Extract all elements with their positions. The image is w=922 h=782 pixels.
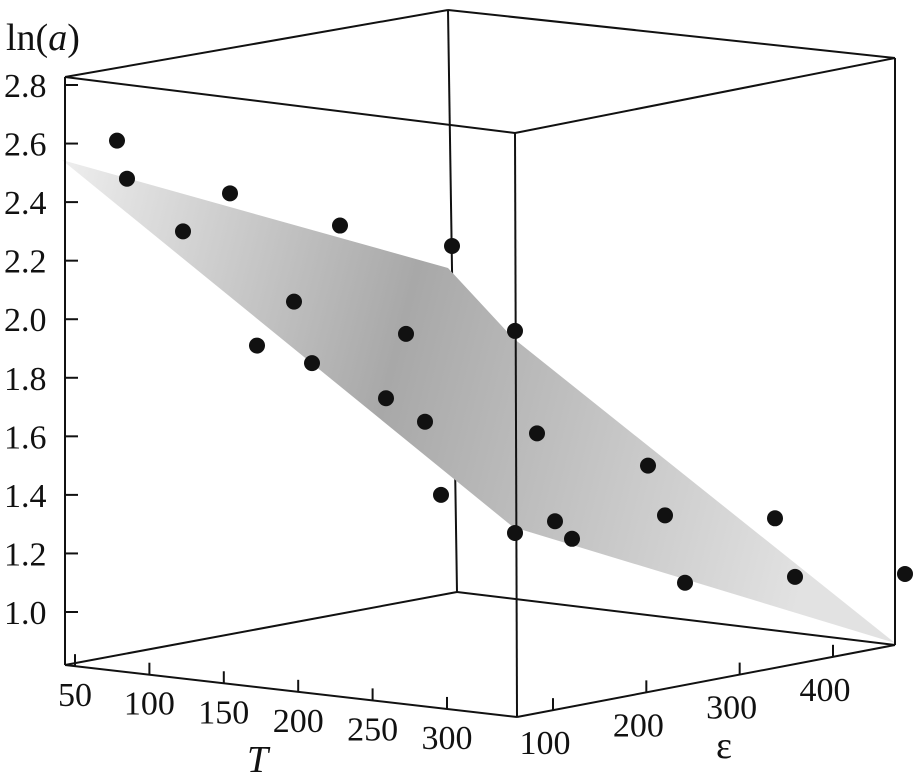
data-point-0 [109, 132, 125, 149]
y-tick-label-3: 400 [800, 672, 851, 709]
data-point-7 [332, 217, 348, 234]
z-axis-title: ln(a) [6, 17, 80, 59]
z-tick-label-3: 1.6 [4, 419, 47, 456]
x-tick-label-1: 100 [124, 686, 175, 723]
data-point-3 [222, 185, 238, 202]
z-tick-label-4: 1.8 [4, 361, 47, 398]
z-tick-label-9: 2.8 [4, 68, 47, 105]
box-edge-top-left [64, 9, 449, 78]
x-axis-title: T [247, 739, 271, 781]
z-tick-label-2: 1.4 [4, 478, 47, 515]
data-point-2 [175, 223, 191, 240]
data-point-18 [640, 457, 656, 474]
box-edge-back-bottom-left [64, 591, 458, 666]
x-tick-label-3: 200 [273, 703, 324, 740]
data-point-16 [547, 513, 563, 530]
data-point-12 [444, 238, 460, 255]
box-edge-back-bottom-right [456, 591, 896, 646]
data-point-11 [433, 486, 449, 503]
data-point-22 [787, 568, 803, 585]
axis-ticks [65, 84, 834, 711]
data-points [109, 132, 913, 591]
z-tick-label-7: 2.4 [4, 185, 47, 222]
z-tick-label-1: 1.2 [4, 536, 47, 573]
regression-surface [62, 160, 895, 643]
data-point-21 [767, 510, 783, 527]
y-axis-title: ε [716, 725, 732, 767]
box-edge-bottom-front-right [516, 644, 896, 718]
box-front-edges [64, 9, 896, 718]
data-point-20 [677, 574, 693, 591]
x-tick-label-5: 300 [422, 720, 473, 757]
data-point-23 [897, 565, 913, 582]
box-edge-bottom-front-left [64, 664, 518, 718]
data-point-19 [657, 507, 673, 524]
data-point-13 [507, 322, 523, 339]
y-tick-label-0: 100 [520, 725, 571, 762]
data-point-17 [564, 530, 580, 547]
box-edge-top-right [447, 9, 896, 59]
z-tick-label-0: 1.0 [4, 595, 47, 632]
data-point-8 [378, 390, 394, 407]
data-point-1 [119, 170, 135, 187]
axis-tick-labels: 1.0 1.2 1.4 1.6 1.8 2.0 2.2 2.4 2.6 2.8 50 100 150 20… [4, 68, 851, 762]
box-edge-top-front-right [514, 57, 896, 134]
data-point-4 [249, 337, 265, 354]
z-tick-label-5: 2.0 [4, 302, 47, 339]
box-edge-top-front-left [64, 76, 516, 134]
x-tick-label-4: 250 [347, 711, 398, 748]
data-point-5 [286, 293, 302, 310]
data-point-14 [507, 524, 523, 541]
data-point-6 [304, 355, 320, 372]
y-tick-label-1: 200 [613, 707, 664, 744]
y-tick-label-2: 300 [706, 690, 757, 727]
data-point-10 [417, 413, 433, 430]
data-point-9 [398, 325, 414, 342]
box-edge-front-vertical [514, 132, 518, 718]
x-tick-label-2: 150 [198, 694, 249, 731]
z-tick-label-8: 2.6 [4, 127, 47, 164]
data-point-15 [529, 425, 545, 442]
x-tick-label-0: 50 [58, 677, 92, 714]
z-tick-label-6: 2.2 [4, 244, 47, 281]
